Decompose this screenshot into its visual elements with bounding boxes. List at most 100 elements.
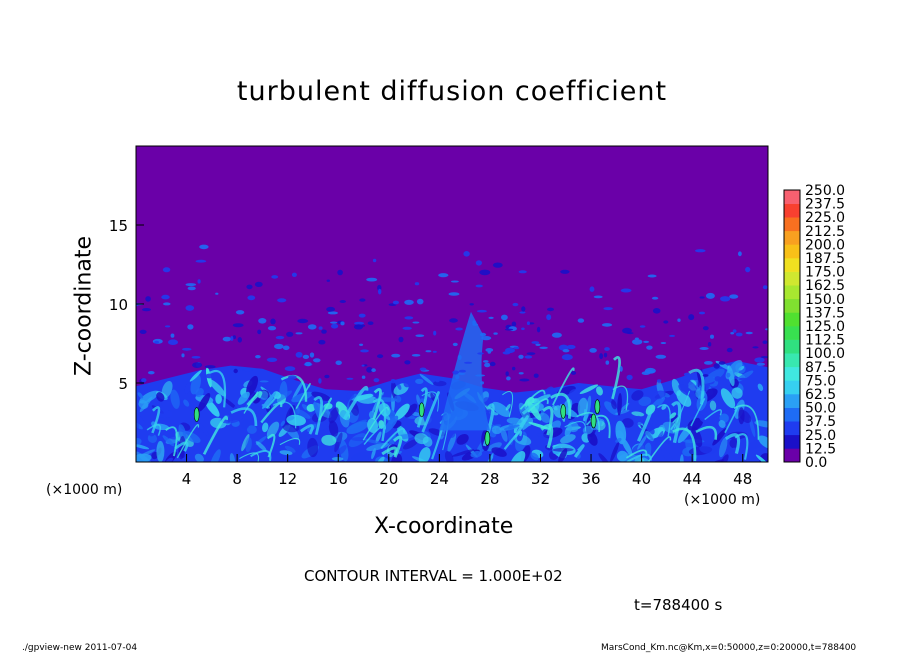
turbulent-eddy [292,380,304,400]
turbulent-eddy [346,421,369,434]
turbulent-eddy [642,457,653,462]
upper-eddy [237,337,242,343]
upper-eddy [521,327,525,331]
upper-eddy [425,350,432,353]
colorbar-label: 87.5 [805,360,836,376]
turbulent-eddy [577,397,588,417]
colorbar-label: 237.5 [805,197,845,213]
turbulent-eddy [162,435,175,447]
high-value-spot [418,402,425,418]
swirl-streak [513,415,529,438]
colorbar-swatch [784,230,800,245]
upper-eddy [247,295,256,301]
turbulent-eddy [444,450,454,462]
upper-eddy [735,332,743,337]
upper-eddy [191,356,201,359]
colorbar-label: 175.0 [805,265,845,281]
upper-eddy [669,334,676,337]
swirl-streak [250,449,272,461]
turbulent-eddy [419,373,434,386]
upper-eddy [504,328,514,331]
upper-eddy [161,294,170,300]
upper-eddy [547,307,554,312]
turbulent-eddy [633,415,644,426]
upper-eddy [277,298,287,303]
swirl-streak [342,385,369,420]
turbulent-eddy [331,456,344,461]
turbulent-eddy [147,433,158,443]
upper-eddy [142,308,151,312]
upper-eddy [139,329,147,334]
upper-eddy [233,368,238,374]
turbulent-eddy [652,390,666,400]
turbulent-eddy [165,457,174,462]
colorbar-label: 62.5 [805,387,836,403]
upper-eddy [391,353,401,358]
upper-eddy [603,307,613,311]
upper-eddy [432,350,437,353]
turbulent-eddy [533,394,551,403]
turbulent-eddy [539,412,550,423]
upper-eddy [726,347,733,353]
swirl-streak [362,406,389,441]
upper-eddy [163,302,171,306]
colorbar-label: 187.5 [805,251,845,267]
upper-eddy [632,339,643,345]
turbulent-eddy [652,404,660,427]
footer-right: MarsCond_Km.nc@Km,x=0:50000,z=0:20000,t=… [601,643,857,653]
upper-eddy [718,361,726,365]
swirl-streak [519,389,546,410]
x-tick-label: 44 [683,470,702,488]
upper-eddy [282,345,290,351]
colorbar-label: 125.0 [805,319,845,335]
upper-eddy [181,353,185,358]
upper-eddy [604,347,610,351]
upper-eddy [354,321,365,325]
swirl-streak [550,392,572,419]
upper-eddy [677,318,681,322]
high-value-spot [484,430,491,446]
upper-eddy [230,336,234,341]
turbulent-eddy [731,387,743,399]
upper-eddy [489,361,496,367]
upper-eddy [589,348,597,353]
turbulent-eddy [610,441,620,462]
upper-eddy [533,373,539,378]
swirl-streak [552,367,575,406]
turbulent-eddy [391,453,403,462]
swirl-streak [165,426,178,457]
upper-eddy [232,323,244,328]
upper-eddy [577,318,585,323]
upper-eddy [168,339,178,346]
turbulent-eddy [245,437,252,453]
colorbar-label: 75.0 [805,373,836,389]
upper-eddy [695,249,706,253]
upper-eddy [366,277,378,282]
upper-eddy [235,310,245,315]
turbulent-eddy [182,431,201,443]
upper-eddy [165,325,171,328]
colorbar-swatch [784,434,800,449]
turbulent-eddy [513,415,527,434]
upper-eddy [359,298,366,302]
turbulent-eddy [611,399,617,410]
turbulent-eddy [241,419,250,430]
upper-eddy [170,333,175,338]
upper-eddy [304,361,312,367]
upper-eddy [481,336,492,341]
upper-eddy [371,368,376,373]
upper-eddy [521,306,526,312]
upper-eddy [145,296,151,302]
swirl-streak [372,388,382,420]
turbulent-eddy [691,426,703,447]
upper-eddy [707,342,712,347]
upper-eddy [246,284,253,290]
swirl-streak [421,391,440,433]
colorbar-label: 250.0 [805,183,845,199]
upper-eddy [195,259,207,263]
turbulent-eddy [241,433,250,452]
turbulent-eddy [328,420,339,437]
time-annotation: t=788400 s [634,596,723,614]
turbulent-eddy [749,417,756,437]
contour-interval-annotation: CONTOUR INTERVAL = 1.000E+02 [304,567,563,585]
